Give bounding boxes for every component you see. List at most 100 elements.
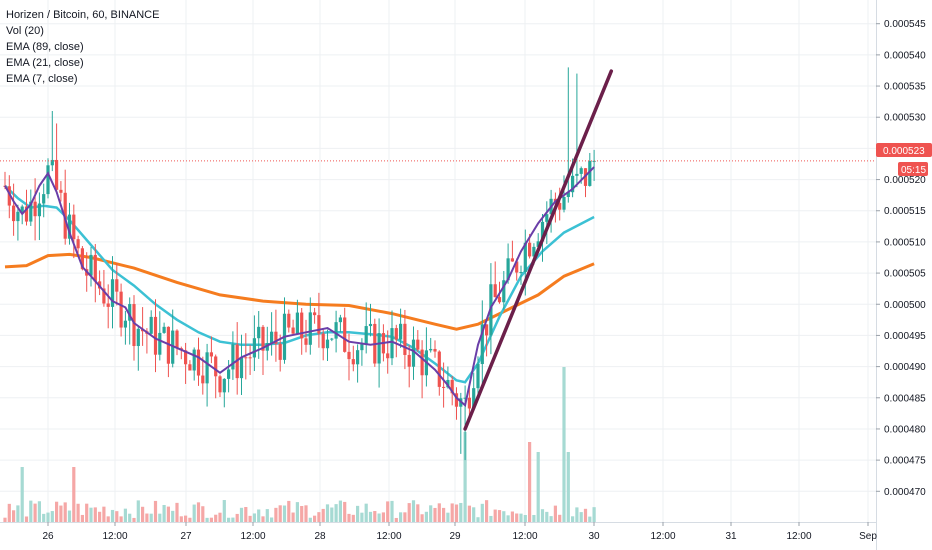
- volume-bar: [244, 507, 248, 522]
- volume-bar: [162, 504, 166, 522]
- legend-ema-21[interactable]: EMA (21, close): [6, 57, 84, 69]
- candle-body: [368, 323, 373, 327]
- volume-bar: [20, 467, 24, 522]
- volume-bar: [429, 505, 433, 522]
- candle-body: [472, 388, 476, 409]
- volume-bar: [317, 512, 321, 522]
- volume-bar: [265, 509, 269, 522]
- candle-body: [377, 333, 381, 364]
- volume-bar: [459, 502, 463, 522]
- volume-bar: [171, 510, 175, 522]
- candle-body: [184, 350, 188, 365]
- volume-bar: [149, 513, 153, 522]
- candle-body: [7, 186, 11, 206]
- volume-bar: [571, 516, 575, 522]
- volume-bar: [532, 514, 536, 522]
- candle-body: [325, 339, 330, 349]
- volume-bar: [519, 513, 523, 522]
- candle-body: [450, 379, 454, 394]
- price-axis-bg: [876, 0, 932, 550]
- volume-bar: [308, 517, 312, 522]
- candle-body: [295, 312, 299, 334]
- legend-volume[interactable]: Vol (20): [6, 25, 44, 37]
- volume-bar: [214, 514, 218, 522]
- candle-body: [136, 328, 140, 347]
- candle-body: [480, 324, 484, 365]
- candle-body: [50, 159, 54, 166]
- volume-bar: [416, 504, 420, 522]
- time-tick-label: 31: [725, 531, 737, 542]
- volume-bar: [454, 504, 459, 522]
- candle-body: [347, 351, 351, 360]
- volume-bar: [257, 509, 261, 522]
- volume-bar: [588, 516, 592, 522]
- ema-89-path: [4, 252, 595, 331]
- volume-bar: [248, 515, 252, 522]
- volume-bar: [3, 517, 7, 522]
- candle-body: [270, 331, 274, 344]
- price-tick-label: 0.000545: [884, 19, 926, 30]
- volume-bar: [235, 513, 239, 522]
- volume-bar: [502, 511, 506, 522]
- volume-bar: [545, 511, 549, 522]
- ema-89-line: [4, 252, 595, 331]
- volume-bar: [558, 514, 562, 522]
- volume-bar: [364, 503, 368, 522]
- price-axis[interactable]: 0.000470 0.000475 0.000480 0.000485 0.000490…: [876, 0, 932, 550]
- volume-bar: [399, 512, 403, 522]
- price-tick-label: 0.000495: [884, 331, 926, 342]
- volume-bar: [158, 513, 162, 522]
- volume-bar: [29, 500, 33, 522]
- candle-body: [196, 349, 201, 376]
- volume-bar: [123, 508, 127, 522]
- volume-bar: [485, 500, 489, 522]
- volume-bar: [46, 512, 50, 522]
- time-tick-label: 12:00: [512, 531, 537, 542]
- time-tick-label: 12:00: [376, 531, 401, 542]
- candle-body: [403, 323, 407, 355]
- volume-bar: [24, 516, 29, 522]
- candle-body: [29, 201, 33, 222]
- candle-body: [205, 352, 209, 384]
- candle-body: [106, 303, 110, 307]
- volume-bar: [132, 517, 136, 522]
- volume-bar: [188, 517, 192, 522]
- volume-bar: [300, 506, 304, 522]
- candle-body: [63, 192, 67, 239]
- countdown-value: 05:15: [901, 165, 926, 176]
- time-tick-label: 30: [588, 531, 600, 542]
- volume-bar: [55, 501, 59, 522]
- time-tick-label: 12:00: [650, 531, 675, 542]
- candle-body: [308, 312, 312, 345]
- candle-body: [175, 330, 179, 349]
- volume-bar: [287, 500, 291, 522]
- legend-ema-89[interactable]: EMA (89, close): [6, 41, 84, 53]
- volume-bar: [63, 502, 67, 522]
- volume-bar: [12, 510, 16, 522]
- candle-body: [575, 173, 579, 176]
- volume-bar: [536, 452, 540, 522]
- trendline[interactable]: [463, 69, 614, 431]
- candle-body: [123, 320, 127, 328]
- time-axis[interactable]: 26 12:00 27 12:00 28 12:00 29 12:00 30 12:00 31 12:…: [0, 522, 877, 550]
- candle-body: [334, 322, 338, 339]
- candle-body: [540, 221, 545, 242]
- volume-bar: [592, 507, 596, 522]
- time-axis-bg: [0, 522, 876, 550]
- candle-body: [115, 279, 119, 292]
- candle-body: [532, 246, 536, 257]
- candle-body: [558, 203, 562, 210]
- grid: [0, 0, 876, 522]
- volume-bar: [480, 503, 484, 522]
- candle-body: [265, 343, 269, 351]
- legend-ema-7[interactable]: EMA (7, close): [6, 73, 78, 85]
- volume-bar: [510, 511, 514, 522]
- legend-symbol[interactable]: Horizen / Bitcoin, 60, BINANCE: [6, 9, 160, 21]
- volume-bar: [239, 507, 244, 522]
- candle-body: [209, 352, 213, 357]
- volume-bar: [37, 501, 41, 522]
- candle-body: [515, 261, 519, 273]
- candle-body: [128, 304, 132, 321]
- volume-bar: [360, 512, 364, 522]
